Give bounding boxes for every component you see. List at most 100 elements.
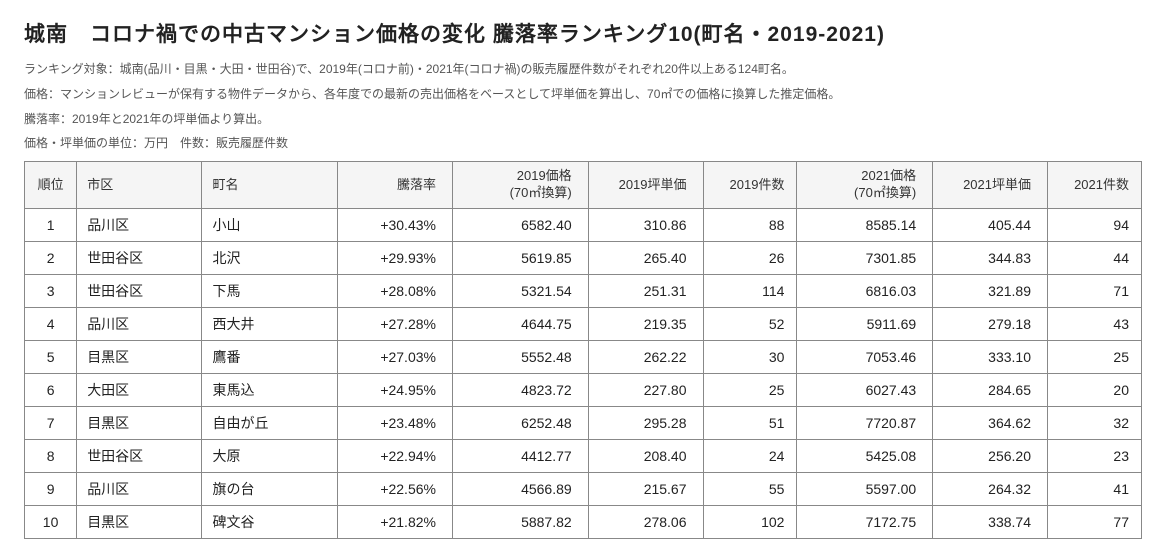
table-cell: 6816.03: [797, 275, 933, 308]
table-cell: 32: [1048, 407, 1142, 440]
table-cell: 下馬: [202, 275, 338, 308]
table-row: 9品川区旗の台+22.56%4566.89215.67555597.00264.…: [25, 473, 1142, 506]
table-cell: 25: [703, 374, 797, 407]
table-cell: 4644.75: [452, 308, 588, 341]
table-cell: 品川区: [77, 209, 202, 242]
column-header: 2019坪単価: [588, 162, 703, 209]
column-header: 2021価格(70㎡換算): [797, 162, 933, 209]
table-cell: 5597.00: [797, 473, 933, 506]
table-cell: +27.28%: [338, 308, 453, 341]
table-row: 10目黒区碑文谷+21.82%5887.82278.061027172.7533…: [25, 506, 1142, 539]
table-cell: 102: [703, 506, 797, 539]
table-cell: 5619.85: [452, 242, 588, 275]
description-line-1: ランキング対象：城南(品川・目黒・大田・世田谷)で、2019年(コロナ前)・20…: [24, 58, 1142, 81]
table-cell: 7720.87: [797, 407, 933, 440]
table-cell: 227.80: [588, 374, 703, 407]
table-cell: 5911.69: [797, 308, 933, 341]
table-cell: 88: [703, 209, 797, 242]
table-cell: 43: [1048, 308, 1142, 341]
table-cell: 7053.46: [797, 341, 933, 374]
table-row: 3世田谷区下馬+28.08%5321.54251.311146816.03321…: [25, 275, 1142, 308]
table-cell: 284.65: [933, 374, 1048, 407]
table-header-row: 順位市区町名騰落率2019価格(70㎡換算)2019坪単価2019件数2021価…: [25, 162, 1142, 209]
table-cell: 25: [1048, 341, 1142, 374]
table-cell: +28.08%: [338, 275, 453, 308]
column-header: 2021坪単価: [933, 162, 1048, 209]
table-cell: +21.82%: [338, 506, 453, 539]
table-cell: +22.94%: [338, 440, 453, 473]
table-row: 5目黒区鷹番+27.03%5552.48262.22307053.46333.1…: [25, 341, 1142, 374]
table-cell: 262.22: [588, 341, 703, 374]
table-cell: 5: [25, 341, 77, 374]
table-cell: 26: [703, 242, 797, 275]
table-cell: 30: [703, 341, 797, 374]
table-row: 4品川区西大井+27.28%4644.75219.35525911.69279.…: [25, 308, 1142, 341]
table-cell: 鷹番: [202, 341, 338, 374]
table-cell: 西大井: [202, 308, 338, 341]
description-line-3: 騰落率：2019年と2021年の坪単価より算出。: [24, 108, 1142, 131]
column-header: 順位: [25, 162, 77, 209]
table-cell: 256.20: [933, 440, 1048, 473]
table-cell: 52: [703, 308, 797, 341]
sub-info: 価格・坪単価の単位：万円 件数：販売履歴件数: [24, 134, 1142, 151]
column-header: 2019件数: [703, 162, 797, 209]
table-row: 8世田谷区大原+22.94%4412.77208.40245425.08256.…: [25, 440, 1142, 473]
table-cell: 51: [703, 407, 797, 440]
table-cell: 364.62: [933, 407, 1048, 440]
table-cell: 215.67: [588, 473, 703, 506]
table-cell: 10: [25, 506, 77, 539]
table-cell: 7301.85: [797, 242, 933, 275]
table-cell: 4: [25, 308, 77, 341]
table-cell: 世田谷区: [77, 275, 202, 308]
table-row: 1品川区小山+30.43%6582.40310.86888585.14405.4…: [25, 209, 1142, 242]
table-cell: 20: [1048, 374, 1142, 407]
table-cell: 2: [25, 242, 77, 275]
table-cell: 世田谷区: [77, 242, 202, 275]
ranking-table: 順位市区町名騰落率2019価格(70㎡換算)2019坪単価2019件数2021価…: [24, 161, 1142, 539]
table-cell: +30.43%: [338, 209, 453, 242]
table-cell: +22.56%: [338, 473, 453, 506]
table-cell: 世田谷区: [77, 440, 202, 473]
table-cell: 3: [25, 275, 77, 308]
table-cell: 94: [1048, 209, 1142, 242]
table-cell: 目黒区: [77, 341, 202, 374]
page-title: 城南 コロナ禍での中古マンション価格の変化 騰落率ランキング10(町名・2019…: [24, 18, 1142, 48]
table-cell: 5425.08: [797, 440, 933, 473]
table-cell: 310.86: [588, 209, 703, 242]
table-cell: 264.32: [933, 473, 1048, 506]
table-cell: 278.06: [588, 506, 703, 539]
table-cell: 4412.77: [452, 440, 588, 473]
table-cell: 7: [25, 407, 77, 440]
table-cell: 321.89: [933, 275, 1048, 308]
table-cell: 208.40: [588, 440, 703, 473]
table-cell: +23.48%: [338, 407, 453, 440]
table-cell: 自由が丘: [202, 407, 338, 440]
table-cell: 41: [1048, 473, 1142, 506]
table-cell: 23: [1048, 440, 1142, 473]
table-row: 2世田谷区北沢+29.93%5619.85265.40267301.85344.…: [25, 242, 1142, 275]
table-cell: 1: [25, 209, 77, 242]
table-cell: 265.40: [588, 242, 703, 275]
column-header: 2019価格(70㎡換算): [452, 162, 588, 209]
column-header: 市区: [77, 162, 202, 209]
table-cell: 6027.43: [797, 374, 933, 407]
table-cell: 405.44: [933, 209, 1048, 242]
table-cell: 5552.48: [452, 341, 588, 374]
table-cell: +24.95%: [338, 374, 453, 407]
table-cell: 338.74: [933, 506, 1048, 539]
table-cell: 5887.82: [452, 506, 588, 539]
table-cell: 旗の台: [202, 473, 338, 506]
table-cell: 8: [25, 440, 77, 473]
table-cell: 6252.48: [452, 407, 588, 440]
table-cell: 8585.14: [797, 209, 933, 242]
table-cell: 71: [1048, 275, 1142, 308]
column-header: 町名: [202, 162, 338, 209]
table-cell: 目黒区: [77, 407, 202, 440]
table-cell: 大原: [202, 440, 338, 473]
table-cell: 品川区: [77, 308, 202, 341]
table-cell: 北沢: [202, 242, 338, 275]
table-cell: 7172.75: [797, 506, 933, 539]
table-row: 6大田区東馬込+24.95%4823.72227.80256027.43284.…: [25, 374, 1142, 407]
table-cell: 目黒区: [77, 506, 202, 539]
table-cell: 6582.40: [452, 209, 588, 242]
